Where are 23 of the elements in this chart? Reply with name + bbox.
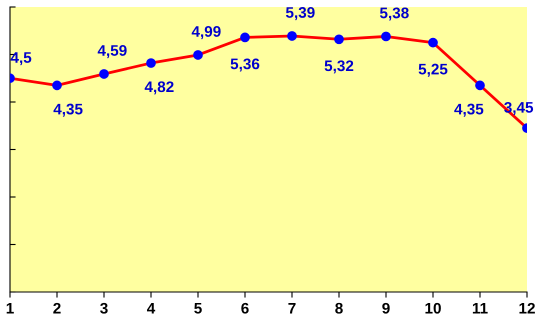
- data-label: 5,32: [324, 60, 354, 74]
- data-label: 4,5: [10, 52, 32, 66]
- x-tick-label: 6: [241, 302, 249, 314]
- x-tick-label: 9: [382, 302, 390, 314]
- data-label: 4,35: [454, 104, 484, 117]
- x-tick-label: 8: [335, 302, 343, 314]
- x-tick-label: 10: [425, 302, 441, 314]
- x-tick-label: 2: [53, 302, 61, 314]
- x-tick-label: 3: [100, 302, 108, 314]
- data-label: 4,99: [192, 26, 221, 40]
- data-label: 5,39: [286, 7, 315, 20]
- data-label: 5,36: [230, 58, 260, 72]
- x-tick-label: 7: [288, 302, 296, 314]
- data-label: 5,25: [418, 64, 448, 77]
- data-label: 4,82: [144, 81, 174, 94]
- data-label: 4,35: [53, 104, 83, 117]
- x-tick-label: 11: [472, 302, 488, 314]
- data-label: 4,59: [98, 45, 127, 58]
- data-label: 5,38: [380, 8, 409, 21]
- x-tick-label: 5: [194, 302, 202, 314]
- x-tick-label: 4: [146, 302, 156, 314]
- x-tick-label: 12: [519, 302, 535, 314]
- x-tick-label: 1: [6, 302, 14, 314]
